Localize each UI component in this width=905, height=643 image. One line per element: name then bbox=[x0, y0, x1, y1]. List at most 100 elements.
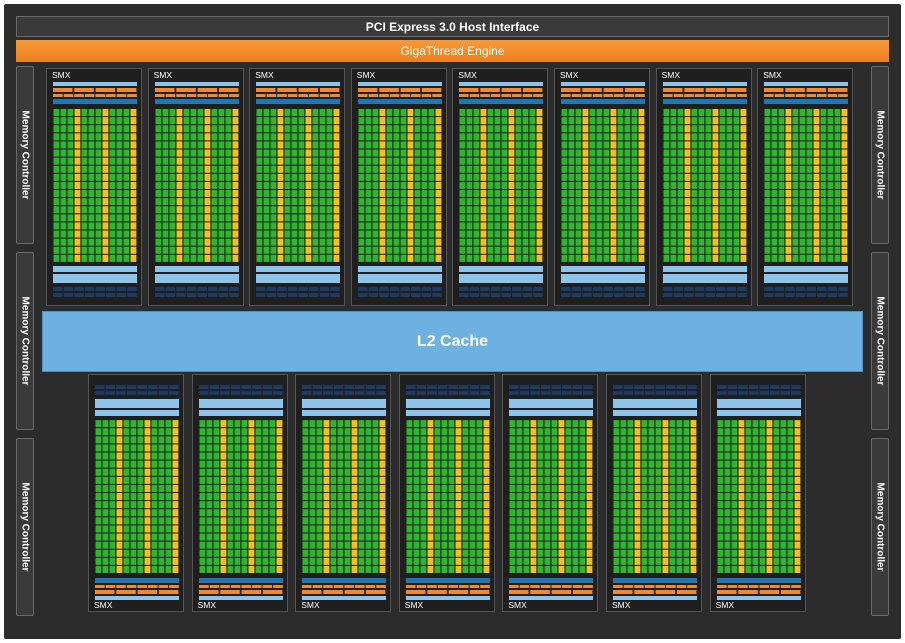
cuda-core bbox=[792, 230, 799, 238]
cuda-core bbox=[466, 230, 473, 238]
cuda-core bbox=[406, 476, 413, 484]
sfu-unit bbox=[508, 157, 515, 165]
cuda-core bbox=[344, 468, 351, 476]
sfu-unit bbox=[634, 468, 641, 476]
sfu-unit bbox=[530, 428, 537, 436]
cuda-core bbox=[165, 541, 172, 549]
sfu-unit bbox=[813, 230, 820, 238]
sfu-unit bbox=[841, 238, 848, 246]
sfu-unit bbox=[536, 246, 543, 254]
cuda-core bbox=[420, 484, 427, 492]
cuda-core bbox=[515, 133, 522, 141]
cuda-core bbox=[372, 198, 379, 206]
smx-label: SMX bbox=[560, 70, 579, 80]
cuda-core bbox=[109, 214, 116, 222]
cuda-core bbox=[631, 133, 638, 141]
cuda-core bbox=[778, 141, 785, 149]
sfu-unit bbox=[536, 149, 543, 157]
cuda-core bbox=[372, 557, 379, 565]
cuda-core bbox=[372, 460, 379, 468]
cuda-core bbox=[298, 165, 305, 173]
texture-unit bbox=[431, 287, 442, 291]
cuda-core bbox=[330, 493, 337, 501]
cuda-core bbox=[676, 428, 683, 436]
shared-memory bbox=[256, 266, 341, 283]
sfu-unit bbox=[530, 460, 537, 468]
cuda-core bbox=[155, 246, 161, 254]
cuda-core bbox=[197, 165, 203, 173]
cuda-core bbox=[466, 157, 473, 165]
cuda-core bbox=[522, 254, 529, 262]
cuda-core bbox=[284, 198, 291, 206]
cuda-core bbox=[780, 484, 786, 492]
cuda-core bbox=[123, 428, 130, 436]
cuda-core bbox=[420, 509, 427, 517]
texture-unit bbox=[676, 391, 687, 395]
cuda-core bbox=[109, 549, 116, 557]
cuda-core bbox=[81, 133, 88, 141]
cuda-core bbox=[537, 444, 544, 452]
cuda-core bbox=[137, 460, 144, 468]
cuda-core bbox=[683, 420, 690, 428]
sfu-unit bbox=[379, 452, 386, 460]
cuda-core bbox=[225, 165, 231, 173]
cuda-core bbox=[158, 533, 165, 541]
texture-units bbox=[613, 385, 697, 395]
cuda-core bbox=[393, 181, 400, 189]
sfu-unit bbox=[116, 501, 123, 509]
cuda-core bbox=[624, 190, 631, 198]
cuda-core bbox=[691, 190, 697, 198]
sfu-unit bbox=[738, 452, 744, 460]
texture-unit bbox=[228, 287, 239, 291]
smx-schematic bbox=[405, 385, 490, 600]
cuda-core bbox=[291, 173, 298, 181]
sfu-unit bbox=[74, 157, 81, 165]
cuda-core bbox=[537, 509, 544, 517]
sfu-unit bbox=[276, 493, 282, 501]
cuda-core bbox=[197, 117, 203, 125]
cuda-core bbox=[255, 436, 261, 444]
cuda-core bbox=[806, 222, 813, 230]
sfu-unit bbox=[582, 230, 589, 238]
cuda-core bbox=[624, 198, 631, 206]
cuda-core bbox=[544, 428, 551, 436]
cuda-core bbox=[102, 452, 109, 460]
cuda-core bbox=[568, 230, 575, 238]
sfu-unit bbox=[144, 444, 151, 452]
cuda-core bbox=[312, 238, 319, 246]
cuda-core bbox=[225, 173, 231, 181]
cuda-core bbox=[759, 557, 765, 565]
cuda-core bbox=[806, 214, 813, 222]
sfu-unit bbox=[841, 117, 848, 125]
texture-unit bbox=[330, 293, 340, 297]
cuda-core bbox=[624, 246, 631, 254]
cuda-core bbox=[631, 206, 638, 214]
cuda-core bbox=[726, 157, 732, 165]
cuda-core bbox=[269, 533, 275, 541]
cuda-core bbox=[759, 428, 765, 436]
cuda-core bbox=[731, 493, 737, 501]
cuda-core bbox=[95, 452, 102, 460]
cuda-core bbox=[406, 501, 413, 509]
texture-unit bbox=[277, 287, 287, 291]
cuda-core bbox=[698, 125, 704, 133]
sfu-unit bbox=[690, 517, 697, 525]
cuda-core bbox=[358, 549, 365, 557]
cuda-core bbox=[523, 565, 530, 573]
dispatch-unit bbox=[426, 585, 437, 588]
sfu-unit bbox=[277, 133, 284, 141]
sfu-unit bbox=[662, 428, 669, 436]
cuda-core bbox=[53, 222, 60, 230]
cuda-core bbox=[420, 501, 427, 509]
shared-memory bbox=[764, 266, 849, 283]
cuda-core bbox=[834, 246, 841, 254]
sfu-unit bbox=[662, 525, 669, 533]
cuda-core bbox=[773, 452, 779, 460]
cuda-core bbox=[834, 109, 841, 117]
cuda-core bbox=[631, 238, 638, 246]
smx-bottom-6: SMX bbox=[606, 374, 702, 612]
cuda-core bbox=[109, 436, 116, 444]
sfu-unit bbox=[740, 214, 746, 222]
cuda-core bbox=[123, 165, 130, 173]
cuda-core bbox=[523, 420, 530, 428]
